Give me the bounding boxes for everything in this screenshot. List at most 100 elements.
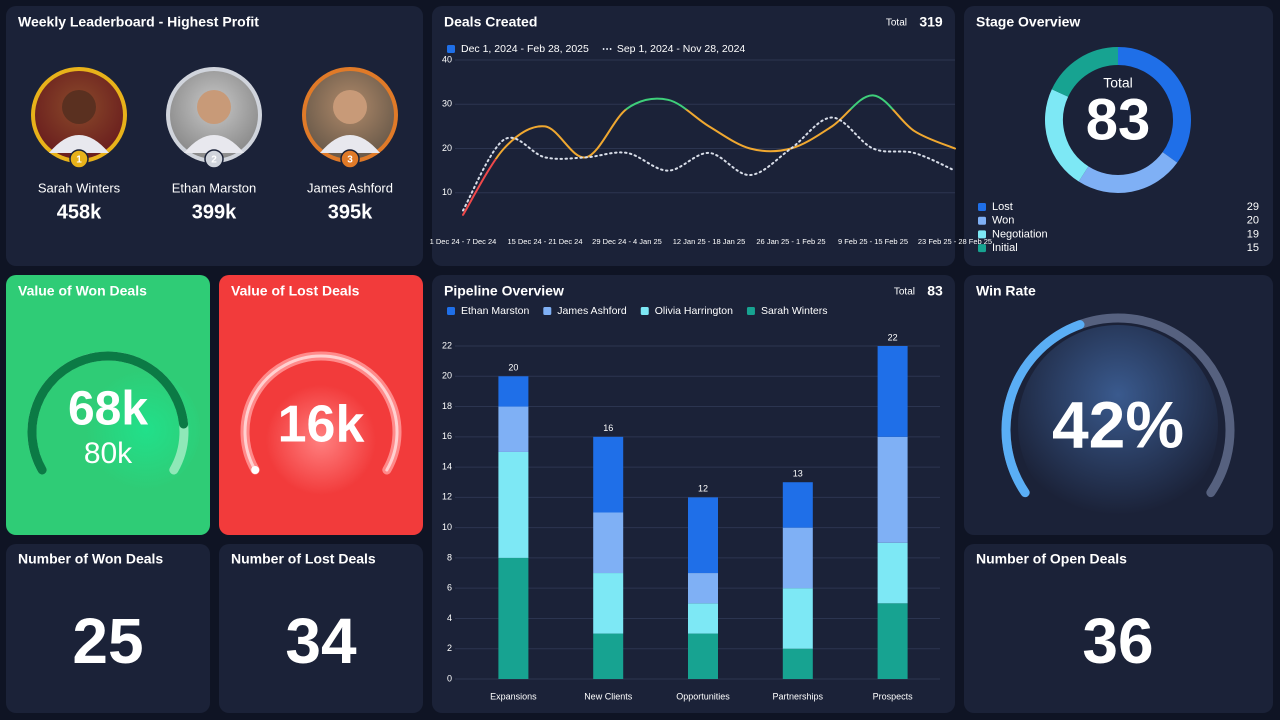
rank: 1 bbox=[76, 155, 82, 166]
gauge-arc bbox=[243, 354, 399, 472]
donut-center-label: Total bbox=[1103, 75, 1133, 91]
person-name: Sarah Winters bbox=[38, 180, 121, 195]
avatar-head bbox=[197, 90, 231, 124]
card bbox=[432, 275, 955, 713]
x-tick-label: 12 Jan 25 - 18 Jan 25 bbox=[673, 237, 746, 246]
avatar-head bbox=[333, 90, 367, 124]
rank: 3 bbox=[347, 155, 353, 166]
legend-value: 20 bbox=[1247, 215, 1259, 227]
legend-swatch bbox=[978, 203, 986, 211]
card-title: Value of Lost Deals bbox=[231, 283, 360, 299]
person-name: Ethan Marston bbox=[172, 180, 257, 195]
y-tick-label: 2 bbox=[447, 643, 452, 653]
x-tick-label: 15 Dec 24 - 21 Dec 24 bbox=[507, 237, 582, 246]
legend-swatch bbox=[447, 307, 455, 315]
x-tick-label: Prospects bbox=[873, 691, 914, 701]
card-title: Number of Won Deals bbox=[18, 551, 163, 567]
avatar-body bbox=[49, 135, 109, 153]
card-title: Value of Won Deals bbox=[18, 283, 147, 299]
bar-total: 12 bbox=[698, 484, 708, 494]
bar-segment bbox=[593, 633, 624, 679]
card bbox=[432, 6, 955, 266]
line-series bbox=[462, 116, 956, 212]
y-tick-label: 8 bbox=[447, 552, 452, 562]
x-tick-label: 29 Dec 24 - 4 Jan 25 bbox=[592, 237, 662, 246]
y-tick-label: 6 bbox=[447, 583, 452, 593]
card-title: Win Rate bbox=[976, 283, 1036, 299]
kpi-value: 25 bbox=[72, 605, 143, 677]
bar-segment bbox=[498, 557, 529, 679]
y-tick-label: 20 bbox=[442, 371, 452, 381]
y-tick-label: 18 bbox=[442, 401, 452, 411]
y-tick-label: 10 bbox=[442, 187, 452, 197]
card-title: Weekly Leaderboard - Highest Profit bbox=[18, 14, 259, 30]
gauge-value: 42% bbox=[1052, 387, 1184, 461]
card bbox=[964, 6, 1273, 266]
bar-segment bbox=[877, 436, 908, 543]
gauge-value: 68k bbox=[68, 383, 148, 436]
legend-label: Initial bbox=[992, 242, 1018, 254]
bar-segment bbox=[877, 346, 908, 437]
donut-segment bbox=[1078, 151, 1178, 193]
gauge-value: 16k bbox=[278, 396, 365, 454]
card bbox=[6, 544, 210, 713]
y-tick-label: 10 bbox=[442, 522, 452, 532]
legend-swatch bbox=[447, 45, 455, 53]
bar-segment bbox=[498, 376, 529, 407]
bar-segment bbox=[877, 542, 908, 604]
x-tick-label: 9 Feb 25 - 15 Feb 25 bbox=[838, 237, 908, 246]
avatar-body bbox=[184, 135, 244, 153]
person-name: James Ashford bbox=[307, 180, 393, 195]
y-tick-label: 30 bbox=[442, 99, 452, 109]
x-tick-label: 26 Jan 25 - 1 Feb 25 bbox=[756, 237, 825, 246]
gauge-target: 80k bbox=[84, 437, 133, 470]
legend-label: Sep 1, 2024 - Nov 28, 2024 bbox=[617, 43, 746, 55]
card-title: Number of Lost Deals bbox=[231, 551, 376, 567]
y-tick-label: 4 bbox=[447, 613, 452, 623]
legend-label: Lost bbox=[992, 201, 1013, 213]
bar-segment bbox=[688, 633, 718, 679]
total-label: Total bbox=[886, 18, 907, 29]
avatar-head bbox=[62, 90, 96, 124]
bar-segment bbox=[498, 406, 529, 452]
card-title: Deals Created bbox=[444, 14, 537, 30]
y-tick-label: 14 bbox=[442, 461, 452, 471]
bar-segment bbox=[498, 451, 529, 558]
bar-total: 16 bbox=[603, 423, 613, 433]
rank-badge bbox=[69, 149, 89, 169]
legend-swatch bbox=[746, 307, 755, 315]
legend-label: Negotiation bbox=[992, 228, 1048, 240]
y-tick-label: 12 bbox=[442, 492, 452, 502]
card bbox=[964, 544, 1273, 713]
rank: 2 bbox=[211, 155, 217, 166]
gauge-glow bbox=[1018, 325, 1218, 525]
bar-segment bbox=[688, 573, 718, 604]
x-tick-label: Partnerships bbox=[773, 691, 824, 701]
gauge-dot bbox=[251, 466, 260, 474]
card-title: Stage Overview bbox=[976, 14, 1080, 30]
y-tick-label: 16 bbox=[442, 431, 452, 441]
y-tick-label: 0 bbox=[447, 673, 452, 683]
legend-swatch bbox=[543, 307, 552, 315]
kpi-value: 34 bbox=[285, 605, 357, 677]
bar-segment bbox=[593, 512, 624, 574]
x-tick-label: 23 Feb 25 - 28 Feb 25 bbox=[918, 237, 992, 246]
bar-segment bbox=[593, 436, 624, 513]
legend-swatch bbox=[978, 244, 986, 253]
total-value: 319 bbox=[919, 14, 943, 30]
card-title: Pipeline Overview bbox=[444, 283, 564, 299]
card-title: Number of Open Deals bbox=[976, 551, 1127, 567]
gauge-arc bbox=[27, 351, 189, 475]
legend-label: Sarah Winters bbox=[761, 305, 828, 317]
bar-segment bbox=[688, 497, 718, 574]
donut-total: 83 bbox=[1086, 87, 1151, 152]
rank-badge bbox=[340, 149, 360, 169]
donut-segment bbox=[1045, 89, 1089, 182]
x-tick-label: Opportunities bbox=[676, 691, 730, 701]
legend-swatch bbox=[640, 307, 649, 315]
legend-value: 19 bbox=[1247, 228, 1259, 240]
bar-segment bbox=[782, 588, 813, 649]
person-value: 395k bbox=[328, 201, 373, 223]
legend-label: Won bbox=[992, 215, 1014, 227]
